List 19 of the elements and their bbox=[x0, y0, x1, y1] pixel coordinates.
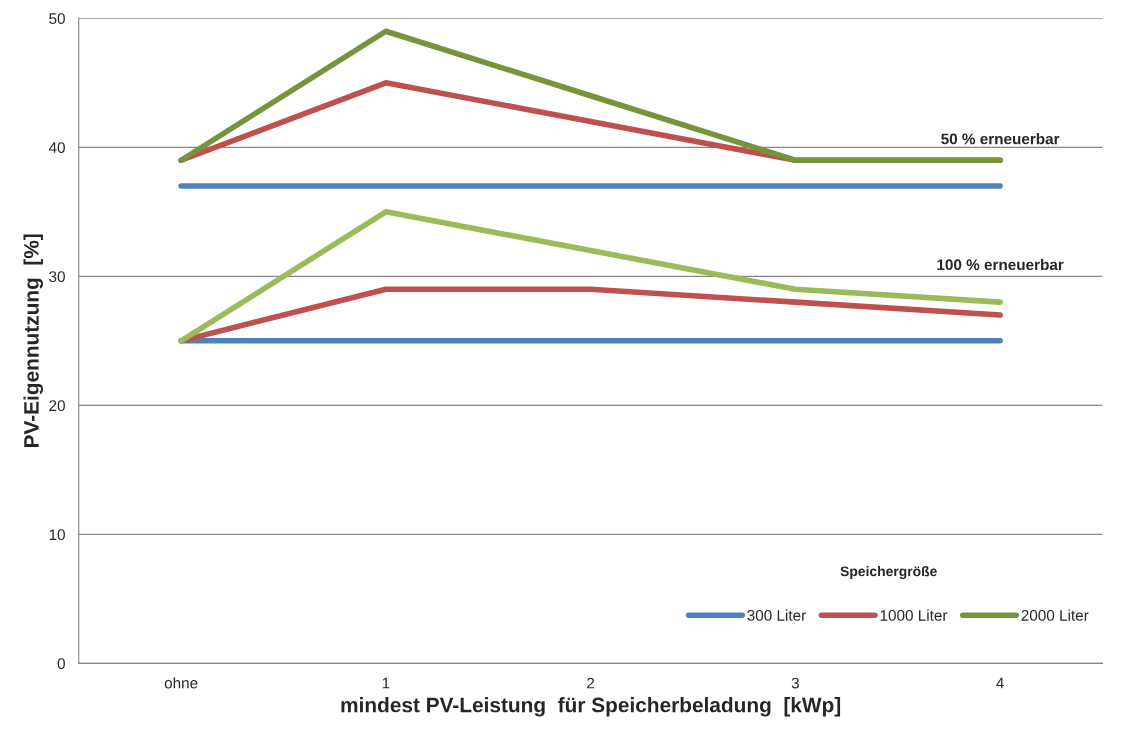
annotation: 50 % erneuerbar bbox=[941, 133, 1060, 145]
y-tick-label: 50 bbox=[49, 13, 65, 25]
legend-label: 300 Liter bbox=[747, 609, 806, 621]
y-tick-label: 30 bbox=[49, 271, 65, 283]
y-tick-label: 10 bbox=[49, 529, 65, 541]
annotation: 100 % erneuerbar bbox=[937, 258, 1064, 271]
y-axis-title: PV-Eigennutzung [%] bbox=[23, 234, 44, 448]
x-tick-label: 3 bbox=[791, 677, 799, 689]
x-tick-label: 4 bbox=[996, 677, 1004, 689]
legend-label: 1000 Liter bbox=[880, 609, 948, 621]
legend-title: Speichergröße bbox=[840, 566, 937, 580]
x-axis-title: mindest PV-Leistung für Speicherbeladung [kWp] bbox=[341, 697, 841, 717]
x-tick-label: 1 bbox=[382, 677, 390, 689]
legend-label: 2000 Liter bbox=[1021, 609, 1089, 621]
y-tick-label: 20 bbox=[49, 400, 65, 412]
x-tick-label: ohne bbox=[164, 677, 198, 689]
x-tick-label: 2 bbox=[587, 677, 595, 689]
y-tick-label: 0 bbox=[57, 658, 65, 670]
y-tick-label: 40 bbox=[48, 142, 65, 154]
